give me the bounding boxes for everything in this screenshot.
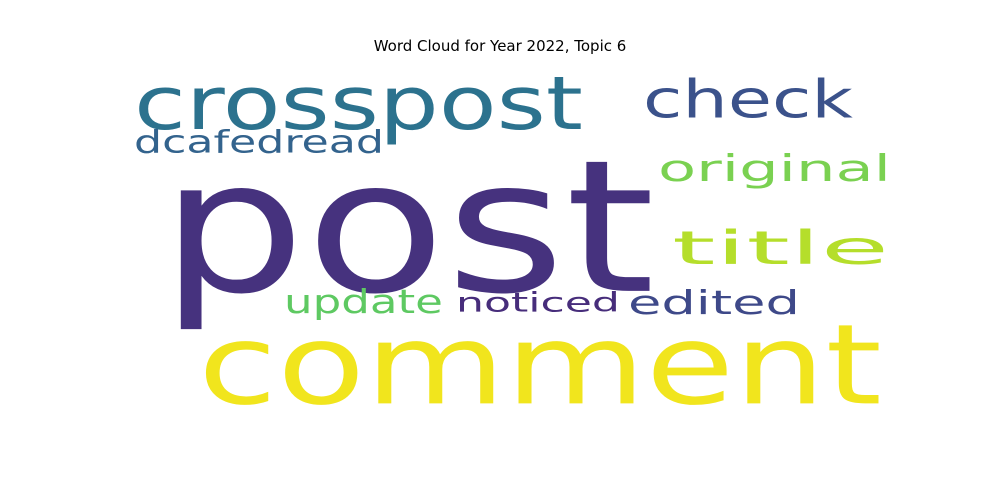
word-title: title <box>672 222 889 276</box>
word-check: check <box>643 68 853 130</box>
word-edited: edited <box>628 284 800 322</box>
chart-title: Word Cloud for Year 2022, Topic 6 <box>373 37 627 55</box>
word-update: update <box>284 284 443 321</box>
word-comment: comment <box>198 301 882 430</box>
word-crosspost: crosspost <box>134 61 583 148</box>
word-original: original <box>658 148 891 190</box>
word-dcafedread: dcafedread <box>134 124 384 160</box>
word-noticed: noticed <box>456 287 620 318</box>
word-post: post <box>160 120 655 334</box>
